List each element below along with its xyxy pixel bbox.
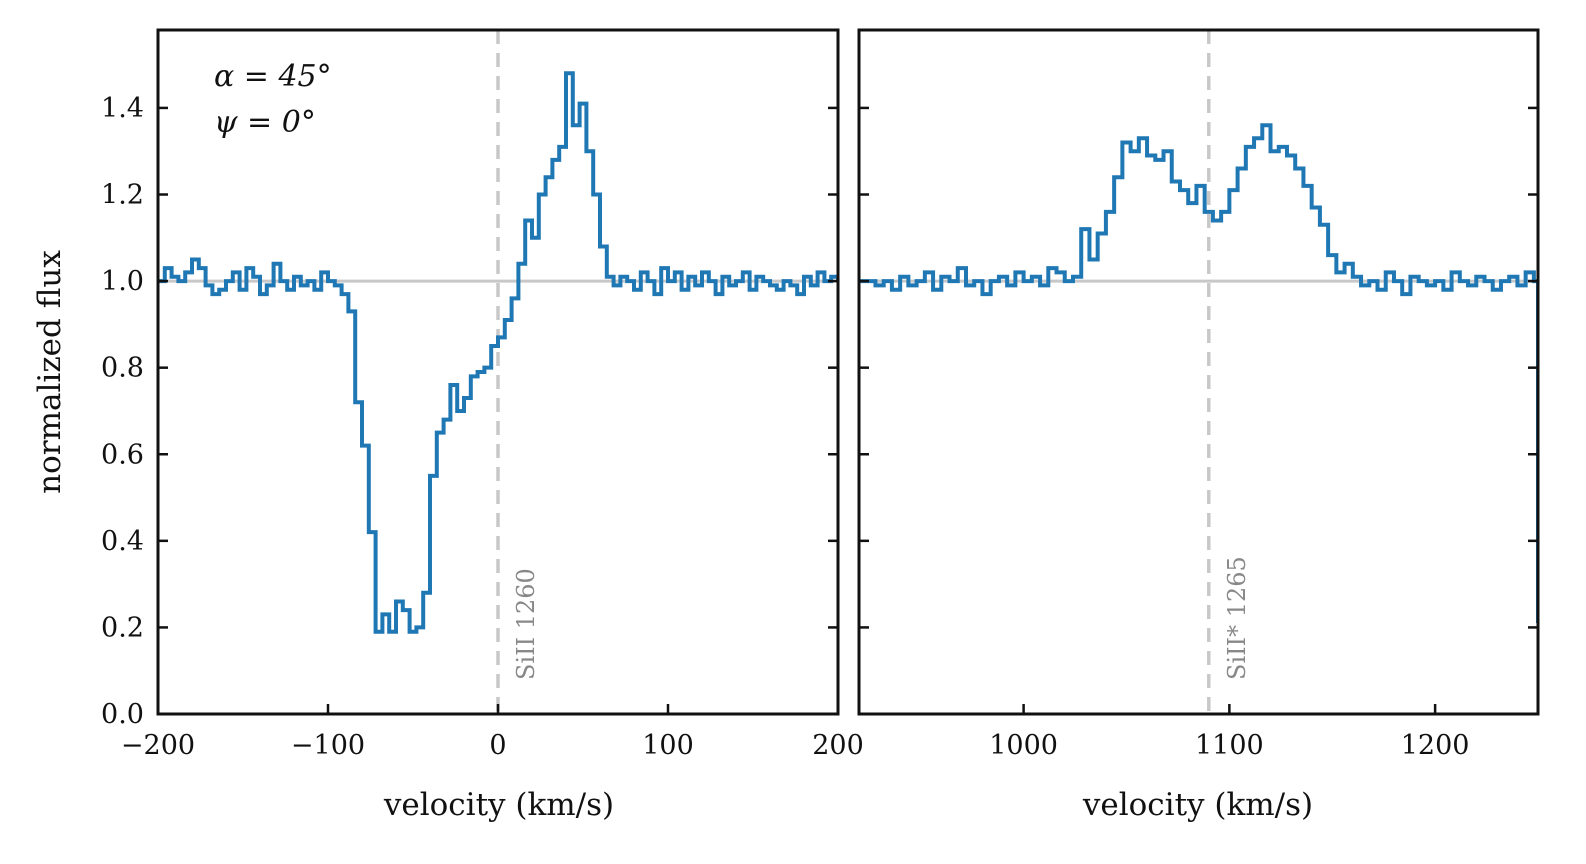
flux-series-left — [158, 71, 838, 634]
y-tick-label: 1.0 — [101, 266, 144, 297]
x-tick-label-right: 1000 — [989, 730, 1058, 761]
x-tick-label-left: 100 — [642, 730, 694, 761]
y-axis-title: normalized flux — [32, 250, 68, 494]
y-tick-label: 0.4 — [101, 526, 144, 557]
x-tick-label-left: −100 — [291, 730, 365, 761]
x-tick-label-left: 200 — [812, 730, 864, 761]
flux-series-right — [859, 123, 1538, 624]
y-tick-label: 1.2 — [101, 180, 144, 211]
reference-line-label-left: SiII 1260 — [512, 568, 540, 680]
annotation-psi: ψ = 0° — [214, 105, 316, 140]
plot-frame-right — [857, 28, 1540, 716]
y-tick-label: 0.6 — [101, 439, 144, 470]
y-tick-label: 0.0 — [101, 699, 144, 730]
y-tick-label: 0.2 — [101, 612, 144, 643]
x-tick-label-right: 1100 — [1195, 730, 1264, 761]
x-axis-title-left: velocity (km/s) — [383, 787, 614, 823]
reference-line-label-right: SiII* 1265 — [1223, 556, 1251, 680]
y-tick-label: 0.8 — [101, 353, 144, 384]
x-tick-label-left: 0 — [489, 730, 506, 761]
x-axis-title-right: velocity (km/s) — [1082, 787, 1313, 823]
x-tick-label-left: −200 — [121, 730, 195, 761]
annotation-alpha: α = 45° — [214, 59, 332, 94]
right-panel: SiII* 1265 1000 1100 1200 — [857, 28, 1540, 761]
left-panel: SiII 1260 −200 −100 0 100 200 0.0 0.2 0.4 0.6 0.8 1… — [101, 28, 864, 761]
x-tick-label-right: 1200 — [1401, 730, 1470, 761]
y-tick-label: 1.4 — [101, 93, 144, 124]
